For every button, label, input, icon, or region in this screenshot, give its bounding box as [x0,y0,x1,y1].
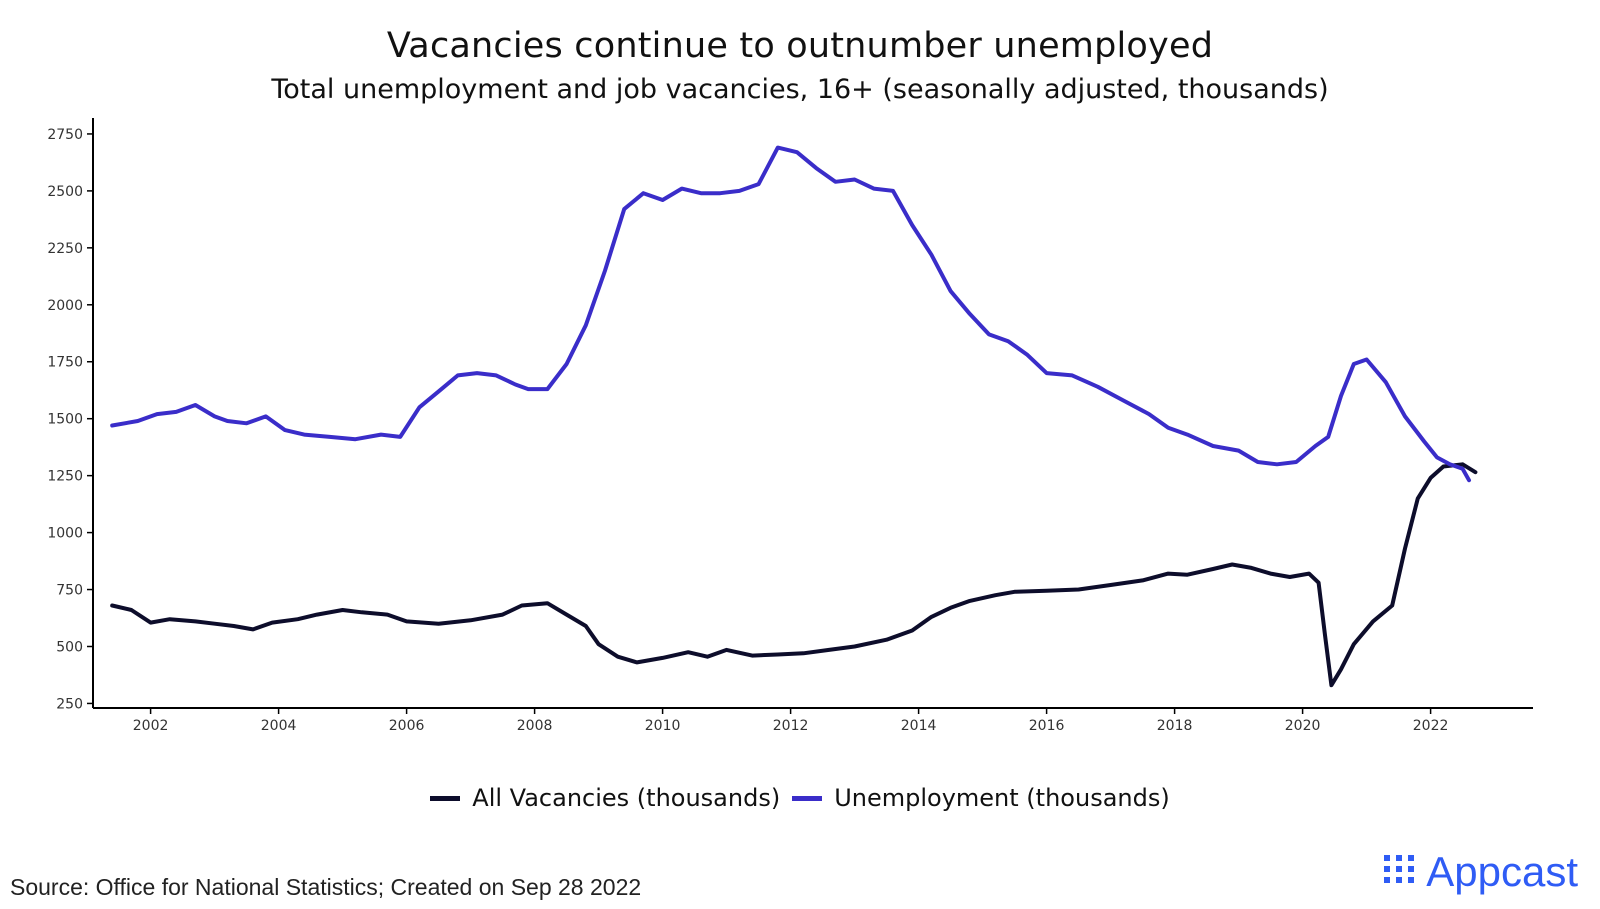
y-tick-label: 1750 [47,355,83,371]
legend-swatch-unemployment [792,795,823,801]
x-tick-label: 2004 [261,718,297,734]
legend-item-vacancies: All Vacancies (thousands) [430,784,780,812]
y-tick-label: 1250 [47,469,83,485]
legend-swatch-vacancies [430,795,461,801]
x-tick-label: 2008 [517,718,553,734]
y-tick-label: 750 [56,583,83,599]
legend: All Vacancies (thousands) Unemployment (… [0,784,1600,812]
y-tick-label: 2250 [47,241,83,257]
x-tick-label: 2022 [1413,718,1449,734]
brand-name: Appcast [1426,848,1578,895]
chart-title: Vacancies continue to outnumber unemploy… [386,26,1214,66]
x-tick-label: 2002 [133,718,169,734]
brand-logo: Appcast [1384,848,1578,896]
y-tick-label: 500 [56,639,83,655]
y-tick-label: 1000 [47,526,83,542]
legend-label-vacancies: All Vacancies (thousands) [472,784,781,812]
x-tick-label: 2014 [901,718,937,734]
chart-axes: 250 500 750 1000 1250 1500 1750 2000 2250 2500 275… [47,118,1533,734]
legend-item-unemployment: Unemployment (thousands) [792,784,1170,812]
x-tick-label: 2012 [773,718,809,734]
y-tick-label: 2750 [47,127,83,143]
y-tick-label: 2000 [47,298,83,314]
x-tick-label: 2006 [389,718,425,734]
legend-label-unemployment: Unemployment (thousands) [834,784,1170,812]
x-tick-label: 2020 [1285,718,1321,734]
x-tick-label: 2018 [1157,718,1193,734]
series-line-unemployment [110,145,1471,483]
chart-subtitle: Total unemployment and job vacancies, 16… [271,74,1329,105]
x-tick-label: 2016 [1029,718,1065,734]
appcast-logo-icon [1384,855,1415,883]
y-tick-label: 2500 [47,184,83,200]
x-tick-label: 2010 [645,718,681,734]
y-tick-label: 250 [56,696,83,712]
y-tick-label: 1500 [47,412,83,428]
series-layer [110,145,1478,688]
series-line-vacancies [110,462,1478,688]
source-note: Source: Office for National Statistics; … [10,874,642,900]
